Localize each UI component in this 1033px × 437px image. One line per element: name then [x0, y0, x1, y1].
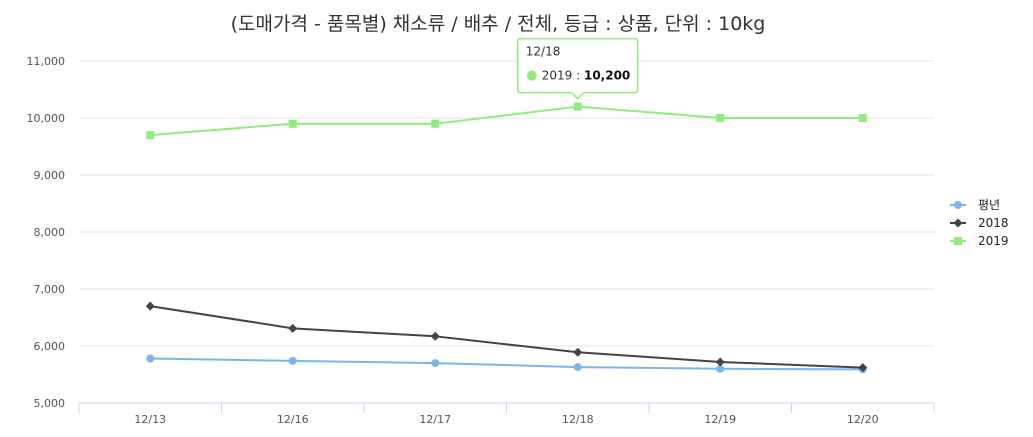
- legend-item[interactable]: 2018: [950, 216, 1009, 230]
- chart-title: (도매가격 - 품목별) 채소류 / 배추 / 전체, 등급 : 상품, 단위 …: [231, 13, 766, 35]
- legend-label: 평년: [978, 198, 1000, 212]
- tooltip-box: [517, 37, 639, 100]
- y-tick-label: 8,000: [34, 226, 66, 239]
- series-2: [146, 102, 867, 140]
- data-point[interactable]: [573, 102, 582, 111]
- series-line: [150, 305, 863, 369]
- x-tick-label: 12/20: [847, 413, 879, 426]
- x-tick-label: 12/19: [704, 413, 736, 426]
- data-point[interactable]: [430, 331, 440, 341]
- legend-symbol[interactable]: [954, 201, 962, 209]
- series-0: [146, 354, 867, 374]
- legend: 평년 2018 2019: [950, 198, 1009, 248]
- legend-symbol[interactable]: [954, 237, 962, 245]
- y-tick-label: 10,000: [27, 112, 66, 125]
- series-line: [150, 105, 863, 137]
- data-point[interactable]: [716, 364, 725, 373]
- data-point[interactable]: [288, 119, 297, 128]
- series-layer: [145, 102, 868, 374]
- data-point[interactable]: [145, 301, 155, 311]
- legend-item[interactable]: 2019: [950, 234, 1009, 248]
- series-1: [145, 301, 868, 373]
- data-point[interactable]: [146, 354, 155, 363]
- data-point[interactable]: [716, 114, 725, 122]
- data-point[interactable]: [288, 323, 298, 333]
- tooltip-value: 10,200: [584, 69, 630, 83]
- data-point[interactable]: [431, 119, 440, 128]
- data-point[interactable]: [146, 131, 155, 140]
- data-point[interactable]: [715, 357, 725, 367]
- legend-label: 2019: [978, 234, 1009, 248]
- data-point[interactable]: [431, 359, 440, 368]
- data-point[interactable]: [573, 347, 583, 357]
- grid-lines: [79, 60, 934, 347]
- tooltip: 12/18 2019 : 10,200: [517, 37, 639, 100]
- x-tick-label: 12/16: [277, 413, 309, 426]
- y-tick-label: 5,000: [34, 397, 66, 410]
- tooltip-line: 2019 : 10,200: [542, 69, 631, 83]
- y-tick-label: 9,000: [34, 169, 66, 182]
- tooltip-series-label: 2019 :: [542, 69, 584, 83]
- axes: 5,000 6,000 7,000 8,000 9,000 10,000 11,000 12/…: [27, 55, 935, 426]
- tooltip-series-dot: [526, 70, 537, 81]
- legend-item[interactable]: 평년: [950, 198, 1000, 212]
- data-point[interactable]: [858, 363, 868, 373]
- y-tick-label: 11,000: [27, 55, 66, 68]
- legend-symbol[interactable]: [953, 218, 963, 228]
- y-tick-label: 6,000: [34, 340, 66, 353]
- x-tick-label: 12/18: [562, 413, 594, 426]
- tooltip-date: 12/18: [526, 45, 561, 59]
- data-point[interactable]: [288, 356, 297, 365]
- x-tick-label: 12/13: [134, 413, 166, 426]
- series-line: [150, 357, 863, 371]
- y-tick-label: 7,000: [34, 283, 66, 296]
- x-tick-label: 12/17: [419, 413, 451, 426]
- data-point[interactable]: [858, 114, 867, 122]
- legend-label: 2018: [978, 216, 1009, 230]
- data-point[interactable]: [573, 363, 582, 372]
